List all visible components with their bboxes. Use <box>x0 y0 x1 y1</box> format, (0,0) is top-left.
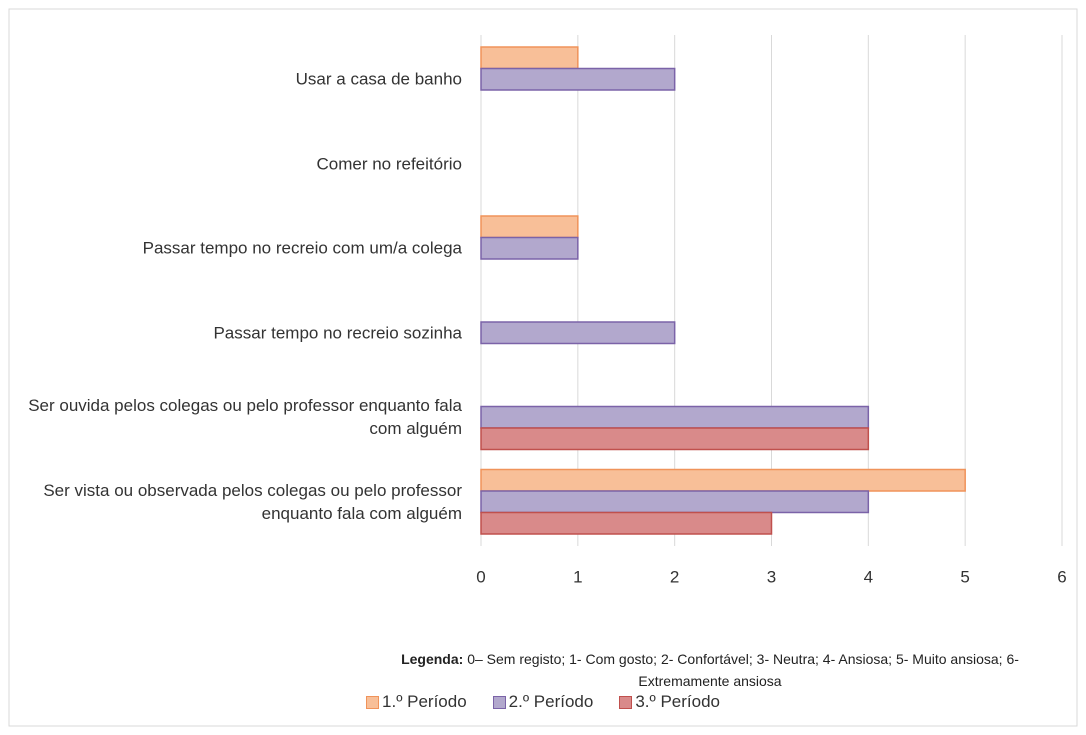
category-label: Usar a casa de banho <box>295 69 462 89</box>
legend-label: 2.º Período <box>508 692 594 711</box>
x-tick-label: 6 <box>1057 567 1066 586</box>
note: Legenda: 0– Sem registo; 1- Com gosto; 2… <box>400 648 1020 692</box>
bar <box>480 321 676 345</box>
bar <box>480 468 966 492</box>
legend-swatch <box>366 695 380 709</box>
bar <box>480 490 870 514</box>
note-text: 0– Sem registo; 1- Com gosto; 2- Confort… <box>467 651 1019 689</box>
x-tick-label: 0 <box>476 567 485 586</box>
category-label: Passar tempo no recreio sozinha <box>213 323 462 343</box>
legend-item: 1.º Período <box>366 692 467 712</box>
bar <box>480 511 773 535</box>
frame <box>8 8 1078 727</box>
bar <box>480 427 870 451</box>
category-label: Passar tempo no recreio com um/a colega <box>142 238 462 258</box>
legend-swatch <box>619 695 633 709</box>
legend-label: 3.º Período <box>635 692 720 711</box>
category-label: Ser ouvida pelos colegas ou pelo profess… <box>28 396 462 439</box>
bar <box>480 46 579 70</box>
legend-swatch <box>492 695 506 709</box>
x-tick-label: 2 <box>670 567 679 586</box>
category-label: Comer no refeitório <box>316 154 462 174</box>
x-tick-label: 3 <box>767 567 776 586</box>
legend-item: 2.º Período <box>492 692 594 712</box>
bar <box>480 215 579 239</box>
note-label: Legenda: <box>401 651 464 667</box>
legend-item: 3.º Período <box>619 692 720 712</box>
x-tick-label: 1 <box>573 567 582 586</box>
bar <box>480 236 579 260</box>
x-tick-label: 5 <box>960 567 969 586</box>
category-label: Ser vista ou observada pelos colegas ou … <box>43 480 462 523</box>
legend: 1.º Período 2.º Período 3.º Período <box>0 692 1086 712</box>
x-tick-label: 4 <box>864 567 873 586</box>
legend-label: 1.º Período <box>382 692 467 711</box>
bar <box>480 405 870 429</box>
bar <box>480 67 676 91</box>
